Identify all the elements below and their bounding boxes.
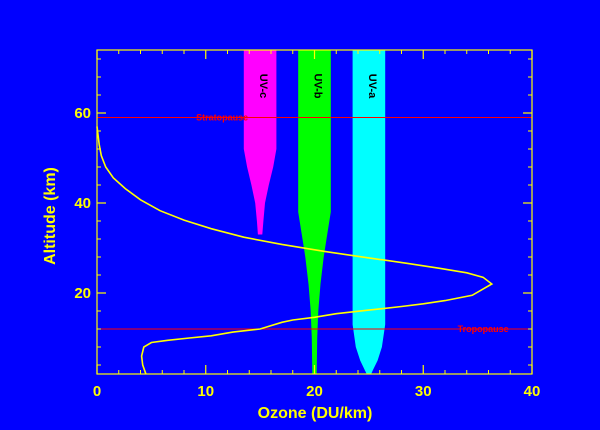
ozone-series (96, 126, 494, 375)
uv-bands: UV-c UV-b UV-a (243, 50, 386, 374)
reference-lines: Stratopause Tropopause (97, 113, 532, 334)
ref-line-label: Stratopause (196, 113, 248, 123)
x-tick-label: 10 (197, 383, 214, 400)
x-tick-label: 40 (524, 383, 541, 400)
axes: 0 10 20 30 40 20 40 60 (74, 49, 541, 400)
x-tick-label: 20 (306, 383, 323, 400)
ref-line-label: Tropopause (458, 324, 509, 334)
uv-band-label: UV-b (312, 73, 324, 98)
y-tick-label: 60 (74, 105, 91, 122)
ozone-profile-line (96, 126, 494, 375)
uv-band-uv-a (352, 50, 386, 374)
y-tick-label: 20 (74, 285, 91, 302)
uv-band-label: UV-a (366, 74, 378, 99)
uv-band-uv-c (243, 50, 277, 235)
uv-band-uv-b (298, 50, 331, 374)
x-axis-label: Ozone (DU/km) (258, 405, 373, 422)
x-tick-label: 30 (415, 383, 432, 400)
y-axis-label: Altitude (km) (42, 167, 59, 265)
y-tick-label: 40 (74, 195, 91, 212)
x-tick-label: 0 (93, 383, 101, 400)
uv-band-label: UV-c (257, 74, 269, 98)
